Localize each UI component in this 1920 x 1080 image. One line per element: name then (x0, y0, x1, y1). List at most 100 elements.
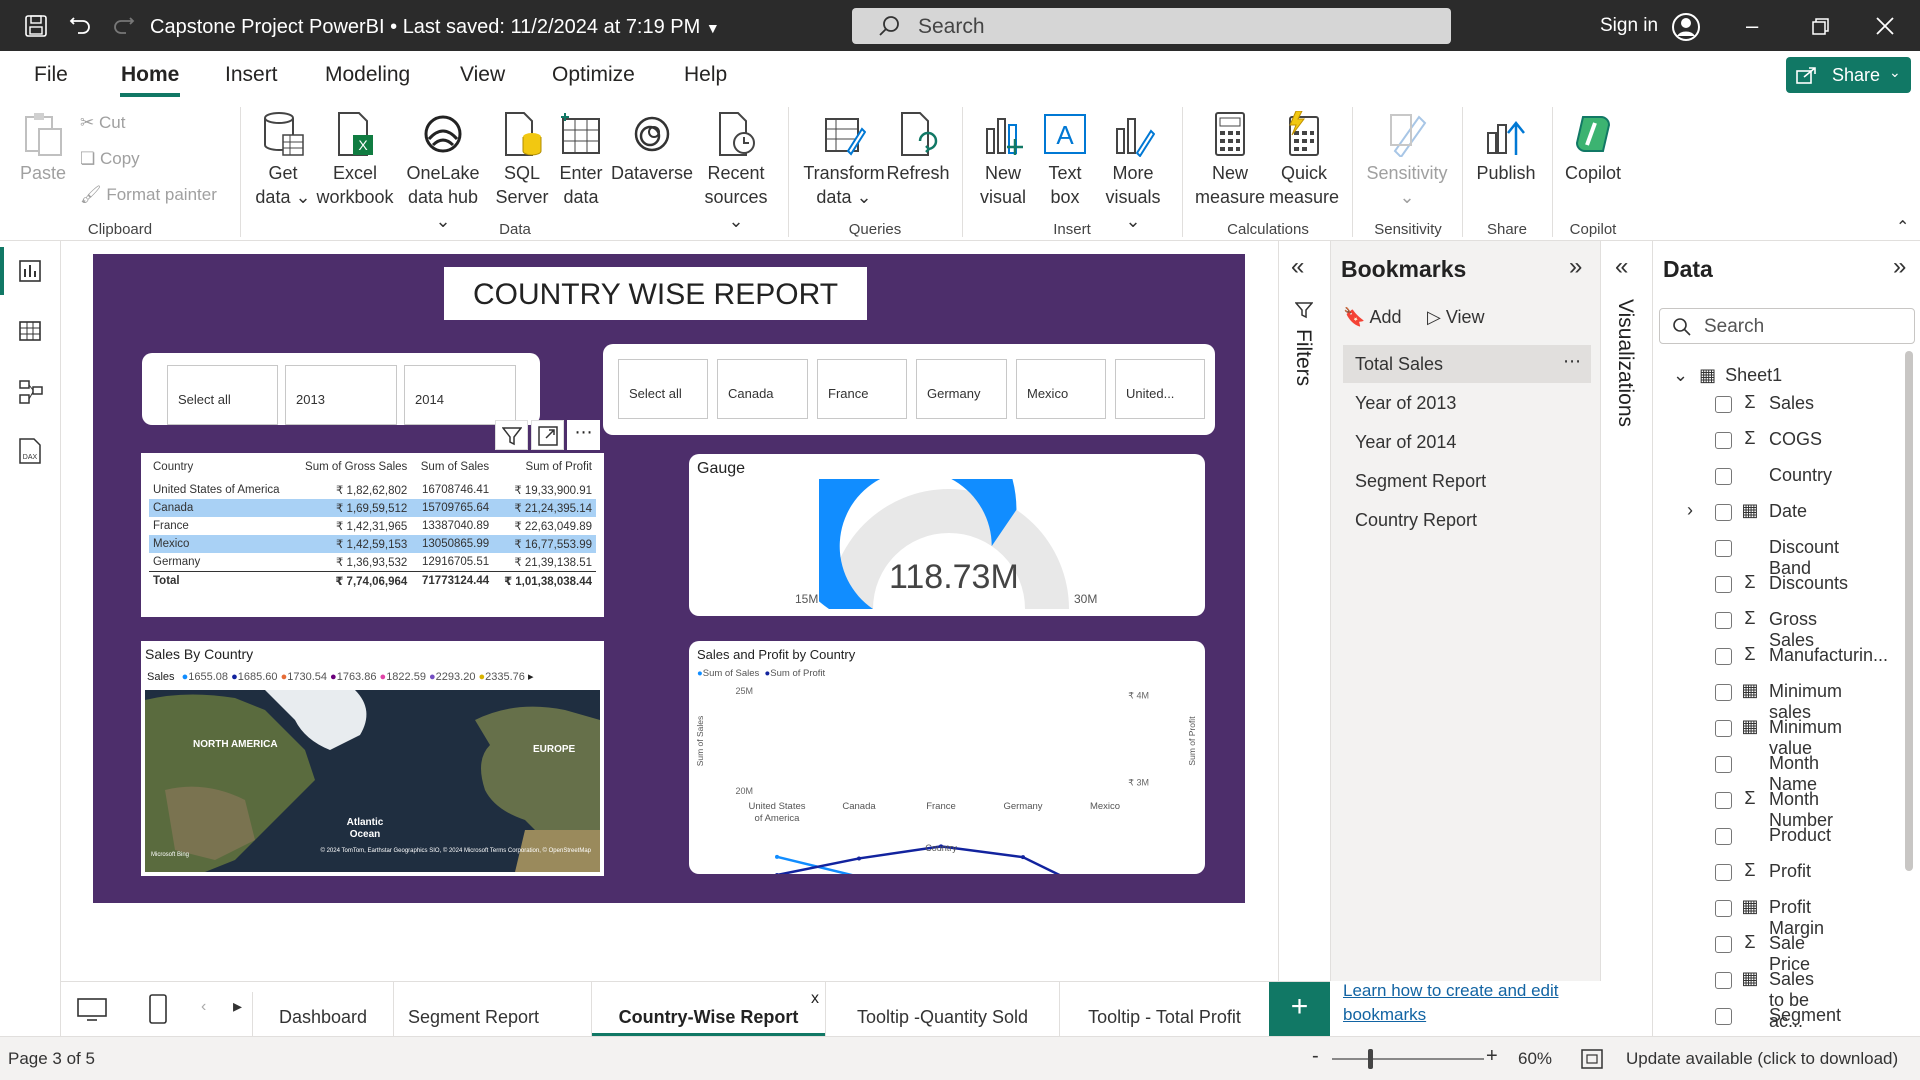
sensitivity-button[interactable]: Sensitivity ⌄ (1362, 111, 1452, 209)
restore-button[interactable] (1812, 18, 1830, 36)
fit-to-page-icon[interactable] (1581, 1049, 1603, 1069)
transform-data-button[interactable]: Transform data ⌄ (800, 111, 888, 209)
field-checkbox[interactable] (1715, 432, 1732, 449)
slicer-year-2013[interactable]: 2013 (285, 365, 397, 425)
desktop-layout-icon[interactable] (77, 998, 107, 1022)
global-search[interactable]: Search (852, 8, 1451, 44)
chevron-down-icon[interactable]: ⌄ (1673, 365, 1689, 385)
field-checkbox[interactable] (1715, 720, 1732, 737)
zoom-level[interactable]: 60% (1518, 1049, 1553, 1068)
table-view-icon[interactable] (18, 319, 42, 343)
new-measure-button[interactable]: New measure (1190, 111, 1270, 209)
user-avatar-icon[interactable] (1671, 12, 1701, 42)
zoom-slider-track[interactable] (1332, 1058, 1484, 1060)
table-row[interactable]: Mexico ₹ 1,42,59,153 13050865.99 ₹ 16,77,55… (149, 535, 596, 553)
collapse-data-icon[interactable]: » (1893, 253, 1907, 280)
legend-next-icon[interactable]: ▸ (527, 671, 534, 683)
update-available-link[interactable]: Update available (click to download) (1626, 1049, 1899, 1068)
field-checkbox[interactable] (1715, 1008, 1732, 1025)
focus-mode-button[interactable] (531, 420, 564, 450)
field-checkbox[interactable] (1715, 900, 1732, 917)
field-checkbox[interactable] (1715, 756, 1732, 773)
excel-workbook-button[interactable]: X Excel workbook (313, 111, 397, 209)
close-page-icon[interactable]: x (811, 990, 819, 1007)
more-visuals-button[interactable]: More visuals ⌄ (1100, 111, 1166, 233)
slicer-country-canada[interactable]: Canada (717, 359, 808, 419)
data-pane-scrollbar[interactable] (1905, 351, 1913, 871)
tab-help[interactable]: Help (684, 63, 728, 86)
table-header[interactable]: Country (153, 461, 194, 473)
zoom-in-button[interactable]: + (1486, 1045, 1498, 1067)
page-tab-dashboard[interactable]: Dashboard (278, 1007, 368, 1027)
slicer-country-germany[interactable]: Germany (916, 359, 1007, 419)
text-box-button[interactable]: A Text box (1038, 111, 1092, 209)
table-header[interactable]: Sum of Sales (420, 461, 490, 473)
page-tab-tooltip-profit[interactable]: Tooltip - Total Profit (1059, 982, 1269, 1037)
table-row[interactable]: Germany ₹ 1,36,93,532 12916705.51 ₹ 21,39,1… (149, 553, 596, 572)
tab-insert[interactable]: Insert (225, 63, 278, 86)
enter-data-button[interactable]: Enter data (553, 111, 609, 209)
zoom-slider-thumb[interactable] (1368, 1049, 1373, 1069)
minimize-button[interactable]: – (1746, 13, 1759, 38)
visualizations-label[interactable]: Visualizations (1614, 299, 1637, 428)
format-painter-button[interactable]: 🖌 Format painter (80, 185, 217, 205)
bookmark-item[interactable]: Year of 2014 (1355, 432, 1457, 452)
quick-measure-button[interactable]: Quick measure (1264, 111, 1344, 209)
field-checkbox[interactable] (1715, 504, 1732, 521)
slicer-year-2014[interactable]: 2014 (404, 365, 516, 425)
table-row[interactable]: Canada ₹ 1,69,59,512 15709765.64 ₹ 21,24,39… (149, 499, 596, 517)
undo-icon[interactable] (68, 14, 92, 38)
filters-label[interactable]: Filters (1292, 329, 1315, 387)
slicer-year-select-all[interactable]: Select all (167, 365, 278, 425)
paste-button[interactable]: Paste (18, 111, 68, 185)
field-checkbox[interactable] (1715, 468, 1732, 485)
more-options-icon[interactable]: ⋯ (567, 420, 600, 450)
slicer-country-mexico[interactable]: Mexico (1016, 359, 1106, 419)
expand-filters-icon[interactable]: « (1291, 253, 1305, 280)
model-view-icon[interactable] (18, 379, 44, 405)
save-icon[interactable] (24, 14, 48, 38)
dataverse-button[interactable]: Dataverse (610, 111, 694, 185)
collapse-bookmarks-icon[interactable]: » (1569, 253, 1583, 280)
slicer-country-select-all[interactable]: Select all (618, 359, 708, 419)
sign-in-link[interactable]: Sign in (1600, 15, 1659, 36)
sql-server-button[interactable]: SQL Server (492, 111, 552, 209)
field-checkbox[interactable] (1715, 792, 1732, 809)
add-page-button[interactable]: + (1269, 982, 1330, 1037)
data-search-input[interactable]: Search (1659, 308, 1915, 344)
tab-view[interactable]: View (460, 63, 506, 86)
learn-bookmarks-link[interactable]: Learn how to create and edit bookmarks (1343, 979, 1558, 1027)
filter-visual-button[interactable] (495, 420, 528, 450)
map-visual[interactable]: Sales By Country Sales ●1655.08 ●1685.60… (141, 641, 604, 876)
copilot-button[interactable]: Copilot (1558, 111, 1628, 185)
field-checkbox[interactable] (1715, 648, 1732, 665)
more-options-icon[interactable]: ⋯ (1563, 351, 1581, 371)
bookmark-item[interactable]: Country Report (1355, 510, 1478, 530)
prev-page-icon[interactable]: ‹ (201, 998, 207, 1015)
bookmark-item[interactable]: Total Sales ⋯ (1343, 345, 1591, 383)
collapse-ribbon-icon[interactable]: ⌃ (1896, 219, 1910, 236)
field-checkbox[interactable] (1715, 396, 1732, 413)
new-visual-button[interactable]: New visual (975, 111, 1031, 209)
expand-visualizations-icon[interactable]: « (1615, 253, 1629, 280)
share-button[interactable]: Share ⌄ (1786, 57, 1911, 93)
slicer-country-united[interactable]: United... (1115, 359, 1205, 419)
onelake-button[interactable]: OneLake data hub ⌄ (398, 111, 488, 233)
add-bookmark-button[interactable]: 🔖 Add (1343, 307, 1401, 328)
slicer-country-france[interactable]: France (817, 359, 907, 419)
tab-file[interactable]: File (34, 63, 68, 86)
table-header[interactable]: Sum of Gross Sales (305, 461, 408, 473)
page-tab-tooltip-quantity[interactable]: Tooltip -Quantity Sold (825, 982, 1059, 1037)
table-row[interactable]: United States of America ₹ 1,82,62,802 167… (149, 481, 596, 499)
field-checkbox[interactable] (1715, 612, 1732, 629)
close-window-button[interactable] (1876, 17, 1894, 35)
report-view-icon[interactable] (18, 259, 42, 283)
bookmark-item[interactable]: Year of 2013 (1355, 393, 1457, 413)
table-node-sheet1[interactable]: ⌄ ▦ Sheet1 (1673, 365, 1782, 386)
get-data-button[interactable]: Get data ⌄ (252, 111, 314, 209)
table-header[interactable]: Sum of Profit (525, 461, 592, 473)
field-checkbox[interactable] (1715, 936, 1732, 953)
field-checkbox[interactable] (1715, 864, 1732, 881)
page-tab-country-wise-report[interactable]: Country-Wise Report x (591, 982, 826, 1037)
visualizations-pane-collapsed[interactable]: « Visualizations (1600, 241, 1652, 981)
